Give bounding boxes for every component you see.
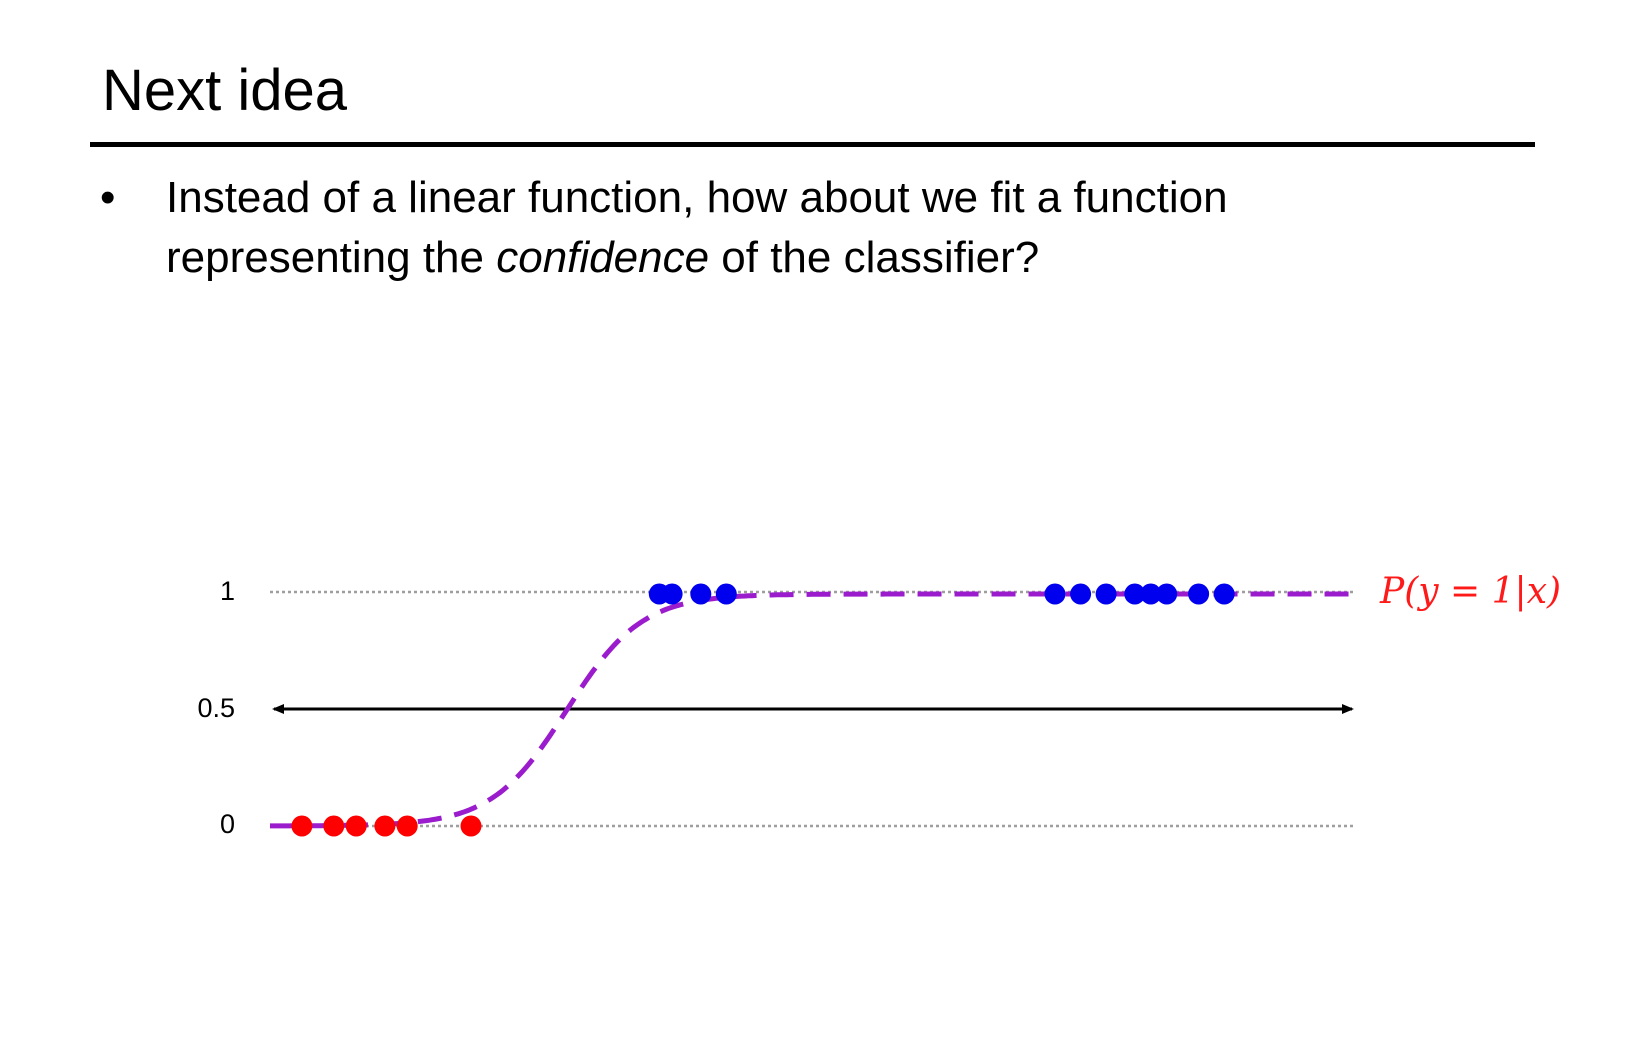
class-1-point: [1156, 583, 1178, 605]
class-0-point: [323, 815, 345, 837]
bullet-emphasis-confidence: confidence: [496, 233, 710, 282]
class-1-point: [1124, 583, 1146, 605]
class-1-point: [690, 583, 712, 605]
bullet-line-1: Instead of a linear function, how about …: [166, 173, 1228, 222]
y-tick-label-0: 0: [220, 809, 235, 839]
class-1-points: [648, 583, 1235, 605]
class-0-point: [460, 815, 482, 837]
class-0-point: [291, 815, 313, 837]
bullet-line-2-start: representing the: [166, 233, 497, 282]
curve-label: P(y = 1|x): [1379, 571, 1561, 612]
bullet-text: Instead of a linear function, how about …: [166, 168, 1228, 288]
class-1-point: [1213, 583, 1235, 605]
y-tick-label-1: 1: [220, 576, 235, 606]
class-1-point: [715, 583, 737, 605]
class-1-point: [1070, 583, 1092, 605]
class-0-point: [396, 815, 418, 837]
bullet-marker: •: [100, 173, 116, 222]
sigmoid-curve: [270, 591, 1355, 829]
title-divider: [90, 142, 1535, 147]
slide-title: Next idea: [102, 58, 348, 123]
bullet-line-2-end: of the classifier?: [709, 233, 1040, 282]
class-0-points: [291, 815, 482, 837]
y-tick-label-half: 0.5: [197, 693, 235, 723]
class-0-point: [374, 815, 396, 837]
class-1-point: [1140, 583, 1162, 605]
bullet-line-2: representing the confidence of the class…: [166, 228, 1228, 288]
class-0-point: [345, 815, 367, 837]
class-1-point: [661, 583, 683, 605]
class-1-point: [1188, 583, 1210, 605]
class-1-point: [1044, 583, 1066, 605]
class-1-point: [1095, 583, 1117, 605]
